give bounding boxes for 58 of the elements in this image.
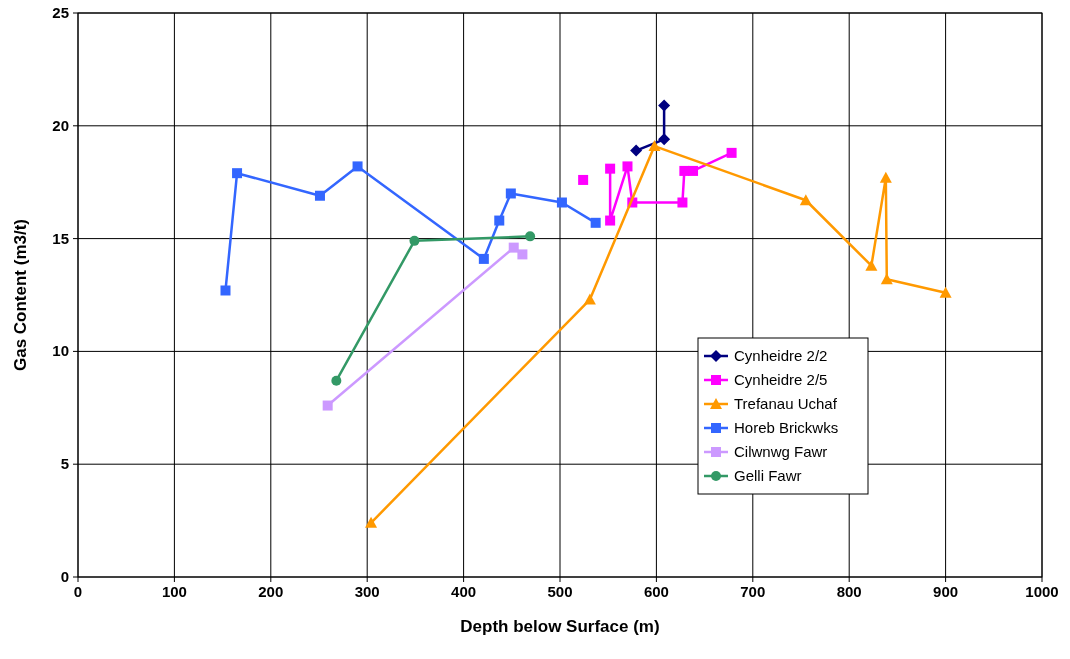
point <box>478 253 489 264</box>
legend-label: Cynheidre 2/5 <box>734 371 828 388</box>
point <box>658 99 671 112</box>
point <box>352 161 363 172</box>
x-tick-label: 300 <box>354 583 380 600</box>
legend-label: Cynheidre 2/2 <box>734 347 828 364</box>
point <box>605 215 616 226</box>
point <box>679 165 690 176</box>
y-tick-label: 20 <box>52 116 69 134</box>
legend-label: Cilwnwg Fawr <box>734 443 828 460</box>
point <box>688 165 699 176</box>
point <box>879 171 892 183</box>
point <box>314 190 325 201</box>
point <box>508 242 519 253</box>
point <box>726 147 737 158</box>
y-tick-label: 0 <box>60 568 69 585</box>
x-tick-label: 700 <box>740 583 766 600</box>
point <box>630 144 643 157</box>
point <box>556 197 567 208</box>
x-tick-label: 400 <box>451 583 477 600</box>
point <box>590 217 601 228</box>
y-axis-title: Gas Content (m3/t) <box>11 218 30 372</box>
legend-label: Trefanau Uchaf <box>734 395 838 412</box>
x-axis-title: Depth below Surface (m) <box>460 617 660 636</box>
point <box>939 286 952 298</box>
point <box>220 285 231 296</box>
x-tick-label: 600 <box>643 583 669 600</box>
x-tick-label: 100 <box>161 583 187 600</box>
point <box>322 400 333 411</box>
point <box>232 168 243 179</box>
x-tick-label: 200 <box>258 583 284 600</box>
y-tick-label: 10 <box>52 342 69 360</box>
x-tick-label: 0 <box>73 583 83 600</box>
point <box>409 235 420 246</box>
point <box>865 259 878 271</box>
y-tick-label: 25 <box>52 4 69 21</box>
point <box>517 249 528 260</box>
legend-label: Gelli Fawr <box>734 467 802 484</box>
x-tick-label: 900 <box>933 583 959 600</box>
point <box>799 194 812 206</box>
point <box>583 293 596 305</box>
point <box>365 516 378 528</box>
legend-label: Horeb Brickwks <box>734 419 839 436</box>
point <box>494 215 505 226</box>
point <box>525 231 536 242</box>
point <box>331 375 342 386</box>
x-tick-label: 500 <box>547 583 573 600</box>
point <box>677 197 688 208</box>
point <box>648 140 661 152</box>
point <box>658 133 671 146</box>
y-tick-label: 15 <box>52 229 69 247</box>
x-tick-label: 1000 <box>1025 583 1059 600</box>
point <box>578 174 589 185</box>
y-tick-label: 5 <box>60 455 69 473</box>
point <box>622 161 633 172</box>
x-tick-label: 800 <box>836 583 862 600</box>
point <box>605 163 616 174</box>
point <box>505 188 516 199</box>
